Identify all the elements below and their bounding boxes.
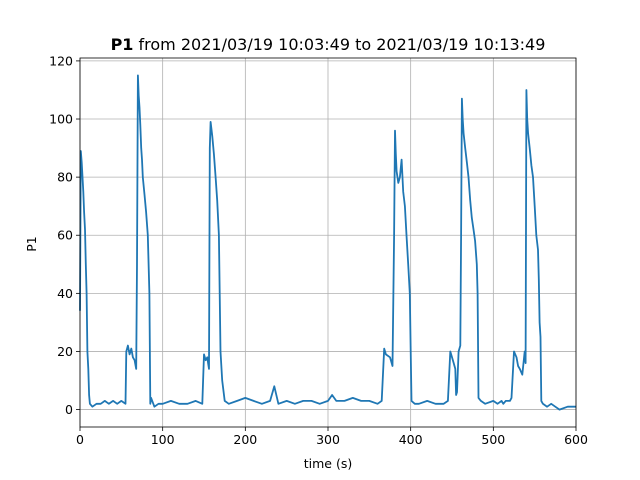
grid xyxy=(79,58,577,427)
y-tick-label: 120 xyxy=(49,53,73,68)
x-tick-label: 200 xyxy=(233,432,257,447)
y-tick-label: 100 xyxy=(49,112,73,127)
y-tick-label: 40 xyxy=(57,286,73,301)
series-line xyxy=(79,74,576,411)
chart-title: P1 from 2021/03/19 10:03:49 to 2021/03/1… xyxy=(111,35,546,54)
x-tick-label: 400 xyxy=(399,432,423,447)
y-tick-label: 60 xyxy=(57,228,73,243)
chart-title-series: P1 xyxy=(111,35,134,54)
y-tick-label: 20 xyxy=(57,344,73,359)
y-axis-label: P1 xyxy=(24,236,39,252)
x-tick-label: 500 xyxy=(481,432,505,447)
x-tick-label: 0 xyxy=(76,432,84,447)
plot-series xyxy=(79,74,576,411)
x-tick-label: 600 xyxy=(564,432,588,447)
axis-ticks: 0 100 200 300 400 500 600 0 20 40 60 80 100 120 xyxy=(49,53,588,447)
y-tick-label: 80 xyxy=(57,170,73,185)
x-tick-label: 300 xyxy=(316,432,340,447)
x-tick-label: 100 xyxy=(151,432,175,447)
x-axis-label: time (s) xyxy=(304,456,352,471)
chart-title-range: from 2021/03/19 10:03:49 to 2021/03/19 1… xyxy=(133,35,545,54)
y-tick-label: 0 xyxy=(65,402,73,417)
